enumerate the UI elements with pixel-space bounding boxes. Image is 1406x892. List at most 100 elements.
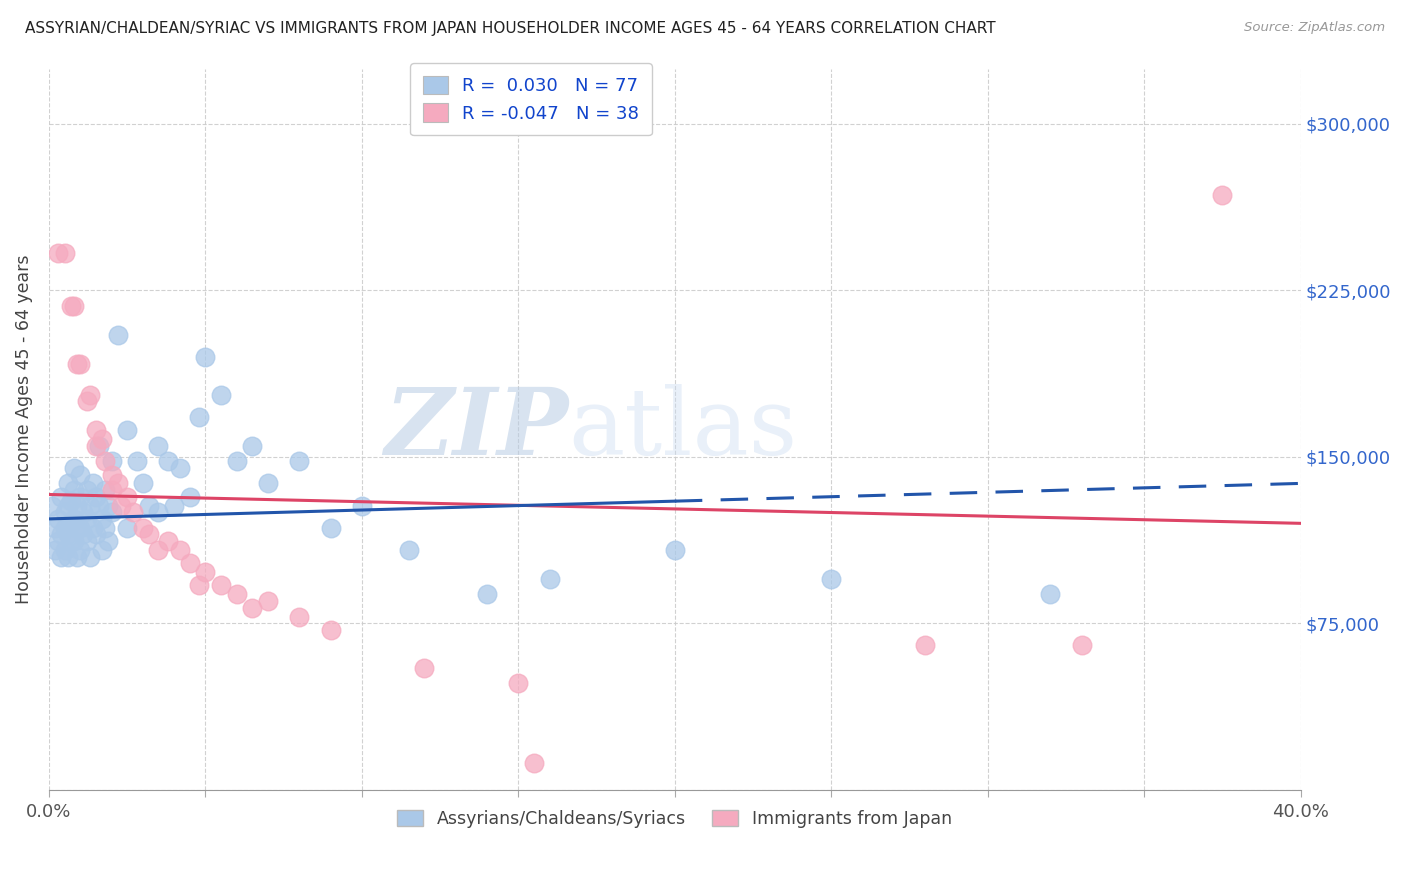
Point [59,299,82,313]
Point [288,454,311,468]
Point [115,490,138,504]
Point [87,499,110,513]
Point [110,499,132,513]
Point [69,521,91,535]
Point [82,476,104,491]
Point [169,543,191,558]
Point [44,543,66,558]
Point [72,505,94,519]
Point [48,534,70,549]
Point [475,587,498,601]
Point [82,521,104,535]
Point [76,394,98,409]
Point [225,587,247,601]
Point [91,543,114,558]
Point [319,623,342,637]
Point [100,467,122,482]
Point [56,476,79,491]
Point [664,543,686,558]
Point [69,490,91,504]
Point [84,439,107,453]
Point [820,572,842,586]
Text: atlas: atlas [568,384,797,474]
Point [398,543,420,558]
Point [225,454,247,468]
Point [257,476,280,491]
Point [84,490,107,504]
Point [319,521,342,535]
Point [79,387,101,401]
Point [100,483,122,497]
Point [53,245,76,260]
Point [350,499,373,513]
Point [100,454,122,468]
Point [59,494,82,508]
Point [76,534,98,549]
Point [79,499,101,513]
Point [79,549,101,564]
Point [94,521,117,535]
Point [91,512,114,526]
Point [240,439,263,453]
Point [97,499,120,513]
Point [125,454,148,468]
Point [53,505,76,519]
Point [148,439,170,453]
Point [179,490,201,504]
Point [508,676,530,690]
Point [91,432,114,446]
Point [97,534,120,549]
Point [48,512,70,526]
Point [63,299,86,313]
Point [107,476,129,491]
Point [1211,188,1233,202]
Y-axis label: Householder Income Ages 45 - 64 years: Householder Income Ages 45 - 64 years [15,254,32,604]
Point [1070,638,1092,652]
Point [156,534,179,549]
Point [56,499,79,513]
Point [72,527,94,541]
Text: ZIP: ZIP [384,384,568,474]
Point [66,549,89,564]
Point [63,512,86,526]
Point [107,327,129,342]
Point [115,423,138,437]
Point [87,439,110,453]
Point [288,609,311,624]
Point [194,565,217,579]
Point [132,521,155,535]
Point [63,461,86,475]
Point [914,638,936,652]
Point [194,350,217,364]
Point [66,499,89,513]
Point [56,527,79,541]
Point [209,387,232,401]
Point [66,357,89,371]
Point [84,527,107,541]
Point [94,454,117,468]
Point [538,572,561,586]
Point [188,578,211,592]
Point [66,521,89,535]
Text: ASSYRIAN/CHALDEAN/SYRIAC VS IMMIGRANTS FROM JAPAN HOUSEHOLDER INCOME AGES 45 - 6: ASSYRIAN/CHALDEAN/SYRIAC VS IMMIGRANTS F… [25,21,995,36]
Legend: Assyrians/Chaldeans/Syriacs, Immigrants from Japan: Assyrians/Chaldeans/Syriacs, Immigrants … [391,803,959,835]
Point [51,490,73,504]
Point [257,594,280,608]
Point [59,516,82,531]
Point [76,512,98,526]
Point [69,543,91,558]
Point [138,499,160,513]
Point [59,534,82,549]
Point [94,483,117,497]
Point [53,521,76,535]
Point [179,556,201,570]
Point [41,499,63,513]
Point [56,549,79,564]
Point [48,245,70,260]
Point [156,454,179,468]
Point [100,505,122,519]
Text: Source: ZipAtlas.com: Source: ZipAtlas.com [1244,21,1385,34]
Point [138,527,160,541]
Point [1039,587,1062,601]
Point [122,505,145,519]
